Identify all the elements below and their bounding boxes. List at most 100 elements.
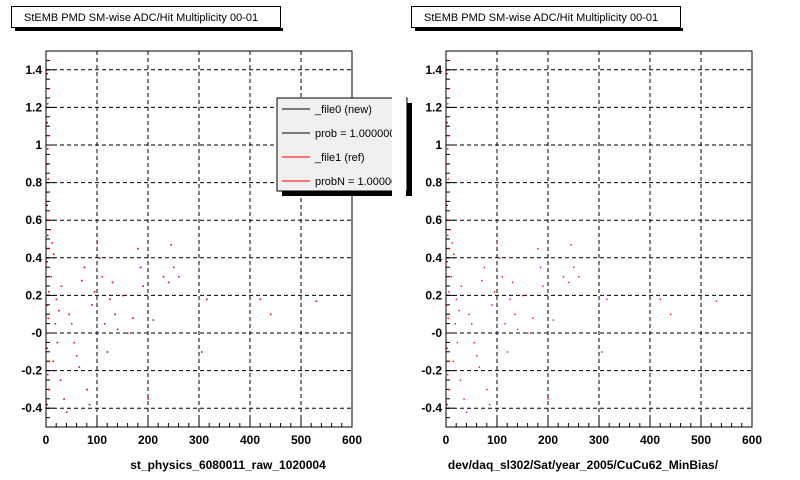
y-tick-label: -0.2: [21, 364, 42, 378]
data-point: [447, 88, 449, 90]
y-tick-label: 1.2: [25, 100, 42, 114]
data-point: [46, 204, 48, 207]
data-point: [65, 411, 68, 413]
y-tick-label: 1: [435, 138, 442, 152]
data-point: [68, 313, 70, 316]
data-point: [53, 253, 55, 255]
data-point: [173, 266, 175, 269]
data-point: [522, 294, 524, 297]
data-point: [46, 347, 48, 349]
data-point: [478, 366, 481, 368]
data-point: [47, 317, 49, 319]
data-point: [152, 319, 154, 321]
data-point: [454, 323, 457, 325]
x-tick-label: 400: [240, 433, 260, 447]
data-point: [170, 244, 172, 246]
data-point: [83, 266, 86, 269]
data-point: [567, 281, 570, 284]
data-point: [446, 304, 448, 306]
data-point: [460, 285, 463, 287]
data-point: [509, 298, 511, 301]
x-tick-label: 100: [487, 433, 507, 447]
data-point: [447, 373, 449, 376]
data-point: [446, 261, 448, 263]
y-tick-label: -0: [431, 326, 442, 340]
data-point: [715, 300, 718, 302]
y-tick-label: 0.8: [25, 176, 42, 190]
data-point: [47, 332, 49, 334]
data-point: [47, 103, 49, 105]
data-point: [47, 360, 49, 363]
y-tick-label: 0.4: [25, 251, 42, 265]
legend-entry-label: prob = 1.000000: [315, 128, 395, 140]
data-point: [448, 219, 450, 222]
data-point: [448, 388, 450, 391]
data-point: [504, 323, 506, 325]
x-tick-label: 200: [138, 433, 158, 447]
data-point: [447, 178, 449, 180]
data-point: [446, 204, 448, 207]
data-point: [81, 279, 83, 282]
data-point: [101, 276, 103, 278]
y-tick-label: -0.4: [421, 401, 442, 415]
data-point: [448, 291, 450, 293]
x-tick-label: 400: [640, 433, 660, 447]
data-point: [96, 242, 98, 244]
y-tick-label: 0.6: [25, 213, 42, 227]
data-point: [54, 323, 57, 325]
data-point: [127, 332, 129, 334]
data-point: [562, 276, 565, 278]
data-point: [178, 276, 180, 278]
data-point: [447, 148, 449, 150]
data-point: [463, 398, 465, 400]
y-tick-label: -0.2: [421, 364, 442, 378]
data-point: [514, 313, 516, 316]
data-point: [46, 261, 48, 263]
data-point: [447, 234, 449, 237]
data-point: [446, 163, 448, 165]
data-point: [46, 121, 48, 124]
y-tick-label: 0.8: [425, 176, 442, 190]
data-point: [542, 285, 544, 287]
y-tick-label: 0.6: [425, 213, 442, 227]
data-point: [51, 242, 54, 244]
data-point: [76, 355, 78, 357]
data-point: [532, 317, 534, 319]
data-point: [114, 313, 116, 316]
data-point: [58, 309, 60, 312]
data-point: [491, 304, 493, 306]
data-point: [104, 323, 106, 325]
data-point: [606, 298, 608, 301]
data-point: [601, 351, 603, 353]
y-tick-label: 0.2: [425, 288, 442, 302]
data-point: [447, 59, 449, 62]
data-point: [476, 355, 478, 357]
data-point: [142, 285, 144, 287]
data-point: [78, 366, 81, 368]
data-point: [501, 276, 503, 278]
data-point: [446, 347, 448, 349]
data-point: [447, 191, 449, 193]
data-point: [456, 341, 459, 344]
data-point: [50, 276, 52, 278]
data-point: [570, 244, 572, 246]
data-point: [473, 341, 475, 344]
data-point: [52, 360, 55, 363]
data-point: [527, 332, 529, 334]
legend-entry-label: probN = 1.000000: [315, 176, 403, 188]
data-point: [48, 388, 50, 391]
x-tick-label: 600: [742, 433, 762, 447]
data-point: [447, 360, 449, 363]
data-point: [48, 291, 50, 293]
data-point: [111, 281, 114, 284]
data-point: [47, 191, 49, 193]
data-point: [73, 341, 75, 344]
data-point: [59, 379, 62, 381]
data-point: [573, 266, 575, 269]
y-tick-label: 0.2: [25, 288, 42, 302]
data-point: [447, 135, 449, 137]
chart-title-right: StEMB PMD SM-wise ADC/Hit Multiplicity 0…: [411, 6, 683, 31]
data-point: [447, 103, 449, 105]
data-point: [468, 313, 470, 316]
